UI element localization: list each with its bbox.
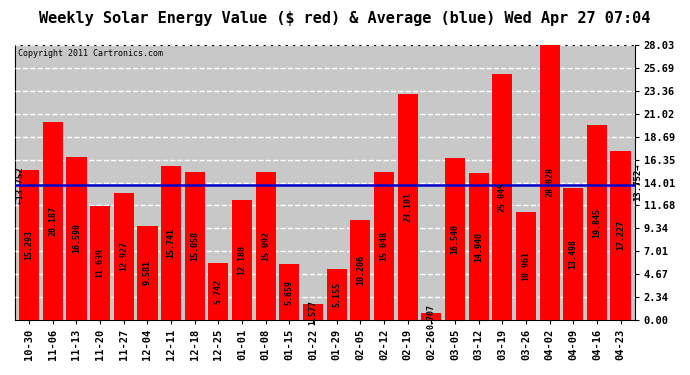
Bar [540, 45, 560, 320]
Bar [374, 172, 394, 320]
Bar [445, 158, 465, 320]
Text: 0.707: 0.707 [427, 304, 436, 329]
Bar [469, 173, 489, 320]
Bar [208, 264, 228, 320]
Bar [19, 170, 39, 320]
Text: 13.752→: 13.752→ [633, 163, 642, 201]
Bar [516, 212, 536, 320]
Bar [137, 226, 157, 320]
Bar [256, 172, 276, 320]
Bar [43, 122, 63, 320]
Text: 28.028: 28.028 [545, 168, 554, 198]
Bar [422, 313, 442, 320]
Text: ←13.752: ←13.752 [16, 166, 25, 204]
Text: 10.961: 10.961 [522, 251, 531, 281]
Text: 12.180: 12.180 [237, 245, 246, 275]
Text: 11.639: 11.639 [96, 248, 105, 278]
Text: 15.048: 15.048 [380, 231, 388, 261]
Text: 25.045: 25.045 [497, 182, 506, 212]
Text: 19.845: 19.845 [593, 207, 602, 237]
Text: 5.659: 5.659 [285, 279, 294, 304]
Text: 15.741: 15.741 [166, 228, 176, 258]
Text: 23.101: 23.101 [403, 192, 412, 222]
Bar [326, 269, 347, 320]
Bar [492, 75, 512, 320]
Text: 16.540: 16.540 [451, 224, 460, 254]
Text: 10.206: 10.206 [356, 255, 365, 285]
Bar [90, 206, 110, 320]
Bar [397, 93, 417, 320]
Bar [351, 220, 371, 320]
Text: 15.092: 15.092 [262, 231, 270, 261]
Bar [611, 151, 631, 320]
Text: 20.187: 20.187 [48, 206, 57, 236]
Bar [114, 193, 134, 320]
Text: 17.227: 17.227 [616, 220, 625, 251]
Text: Copyright 2011 Cartronics.com: Copyright 2011 Cartronics.com [18, 50, 163, 58]
Bar [303, 304, 323, 320]
Bar [563, 188, 583, 320]
Text: 16.590: 16.590 [72, 224, 81, 254]
Bar [586, 125, 607, 320]
Text: Weekly Solar Energy Value ($ red) & Average (blue) Wed Apr 27 07:04: Weekly Solar Energy Value ($ red) & Aver… [39, 11, 651, 26]
Text: 5.155: 5.155 [332, 282, 341, 307]
Bar [232, 201, 252, 320]
Text: 5.742: 5.742 [214, 279, 223, 304]
Text: 15.058: 15.058 [190, 231, 199, 261]
Text: 9.581: 9.581 [143, 260, 152, 285]
Bar [161, 166, 181, 320]
Bar [185, 172, 205, 320]
Bar [66, 157, 86, 320]
Text: 1.577: 1.577 [308, 300, 317, 324]
Text: 14.940: 14.940 [474, 232, 483, 262]
Text: 12.927: 12.927 [119, 242, 128, 272]
Text: 13.498: 13.498 [569, 238, 578, 268]
Text: 15.293: 15.293 [25, 230, 34, 260]
Bar [279, 264, 299, 320]
